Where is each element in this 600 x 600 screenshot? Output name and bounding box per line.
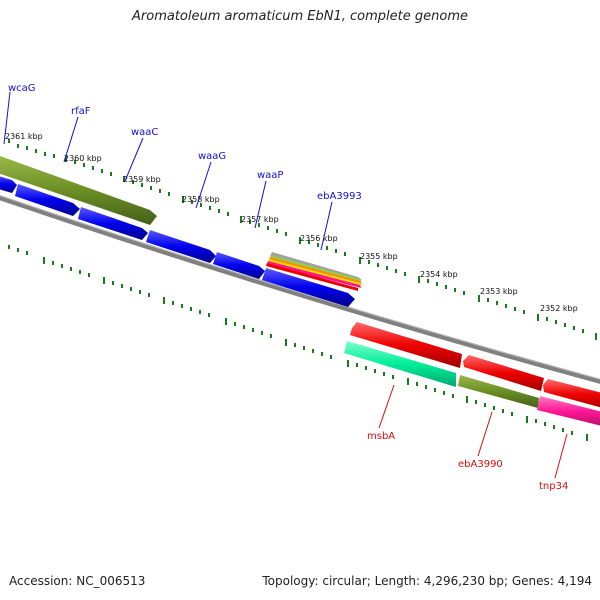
gene-label[interactable]: tnp34 <box>539 481 568 492</box>
upper-tick-row <box>8 139 597 340</box>
scale-label: 2354 kbp <box>420 270 458 279</box>
gene-blue-arrow[interactable] <box>78 207 148 240</box>
topology-text: Topology: circular; Length: 4,296,230 bp… <box>262 574 592 588</box>
gene-blue-arrow[interactable] <box>262 268 355 307</box>
scale-label: 2361 kbp <box>5 132 43 141</box>
lower-tick-row <box>8 245 588 441</box>
gene-labels-bottom: msbA ebA3990 tnp34 <box>367 431 568 492</box>
callout-lines <box>3 91 333 251</box>
scale-label: 2360 kbp <box>64 154 102 163</box>
gene-blue-arrow[interactable] <box>146 230 216 263</box>
gene-red-arrow[interactable] <box>350 322 462 368</box>
gene-label[interactable]: wcaG <box>8 83 36 94</box>
scale-label: 2358 kbp <box>182 195 220 204</box>
scale-label: 2359 kbp <box>123 175 161 184</box>
gene-multicolor-arrow[interactable] <box>266 252 362 291</box>
gene-olive-arrow[interactable] <box>0 156 157 225</box>
backbone-ring <box>0 195 600 384</box>
gene-blue-arrow[interactable] <box>0 175 17 193</box>
forward-strand-genes <box>0 156 362 307</box>
scale-label: 2352 kbp <box>540 304 578 313</box>
scale-label: 2353 kbp <box>480 287 518 296</box>
gene-label[interactable]: ebA3990 <box>458 459 503 470</box>
gene-red-arrow[interactable] <box>463 355 544 391</box>
scale-labels: 2361 kbp 2360 kbp 2359 kbp 2358 kbp 2357… <box>5 132 578 313</box>
reverse-strand-genes <box>344 322 600 428</box>
gene-red-arrow[interactable] <box>543 379 600 410</box>
scale-label: 2355 kbp <box>360 252 398 261</box>
callout-lines-bottom <box>378 384 568 479</box>
gene-label[interactable]: waaG <box>198 151 226 162</box>
accession-text: Accession: NC_006513 <box>9 574 146 588</box>
gene-blue-arrow[interactable] <box>15 184 80 216</box>
gene-blue-arrow[interactable] <box>213 252 265 279</box>
scale-label: 2357 kbp <box>241 215 279 224</box>
map-title: Aromatoleum aromaticum EbN1, complete ge… <box>132 9 468 24</box>
gene-label[interactable]: waaC <box>131 127 158 138</box>
scale-label: 2356 kbp <box>300 234 338 243</box>
gene-aqua-arrow[interactable] <box>344 341 456 387</box>
gene-olive-arrow[interactable] <box>458 375 539 408</box>
gene-label[interactable]: msbA <box>367 431 395 442</box>
gene-labels-top: wcaG rfaF waaC waaG waaP ebA3993 <box>8 83 362 202</box>
gene-label[interactable]: ebA3993 <box>317 191 362 202</box>
gene-label[interactable]: rfaF <box>71 106 91 117</box>
gene-label[interactable]: waaP <box>257 170 283 181</box>
gene-magenta-arrow[interactable] <box>537 396 600 428</box>
backbone-highlight <box>0 195 600 380</box>
